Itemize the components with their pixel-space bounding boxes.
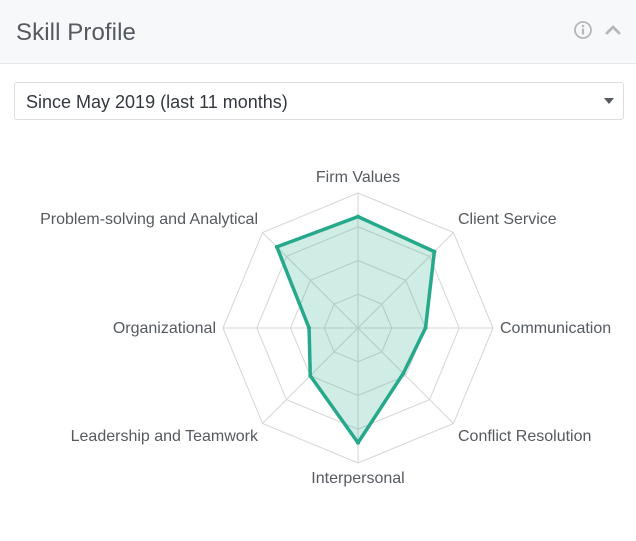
radar-axis-labels: Firm Values Client Service Communication Co… — [40, 169, 611, 487]
data-point-6[interactable] — [307, 326, 312, 330]
radar-series — [274, 214, 437, 445]
axis-label-problem-solving-and-analytical: Problem-solving and Analytical — [40, 211, 258, 228]
axis-label-leadership-and-teamwork: Leadership and Teamwork — [71, 428, 259, 445]
grid-ring-1 — [323, 293, 393, 363]
data-point-4[interactable] — [356, 440, 360, 445]
data-point-2[interactable] — [423, 326, 428, 330]
axis-label-firm-values: Firm Values — [316, 169, 400, 186]
axis-label-organizational: Organizational — [113, 320, 216, 337]
time-range-dropdown[interactable]: Since May 2019 (last 11 months) — [14, 82, 624, 120]
data-point-5[interactable] — [308, 373, 313, 378]
axis-label-conflict-resolution: Conflict Resolution — [458, 428, 591, 445]
panel-header: Skill Profile — [0, 0, 636, 64]
caret-down-icon — [604, 98, 614, 104]
grid-spoke — [357, 327, 454, 424]
axis-label-communication: Communication — [500, 320, 611, 337]
axis-label-interpersonal: Interpersonal — [311, 470, 404, 487]
radar-grid — [222, 192, 494, 464]
header-actions — [572, 18, 624, 42]
data-point-1[interactable] — [432, 249, 437, 254]
grid-ring-4 — [222, 192, 494, 464]
time-range-selected: Since May 2019 (last 11 months) — [26, 92, 288, 112]
grid-spoke — [262, 232, 359, 329]
data-point-3[interactable] — [401, 371, 406, 376]
info-circle-icon[interactable] — [572, 19, 594, 41]
grid-spoke — [357, 232, 454, 329]
chevron-up-icon[interactable] — [602, 19, 624, 41]
data-point-7[interactable] — [274, 244, 279, 249]
axis-label-client-service: Client Service — [458, 211, 557, 228]
series-area-0 — [275, 214, 437, 445]
data-point-0[interactable] — [356, 214, 360, 219]
grid-ring-2 — [289, 259, 427, 397]
panel-title: Skill Profile — [16, 19, 136, 46]
grid-ring-3 — [256, 226, 460, 430]
grid-spoke — [262, 327, 359, 424]
